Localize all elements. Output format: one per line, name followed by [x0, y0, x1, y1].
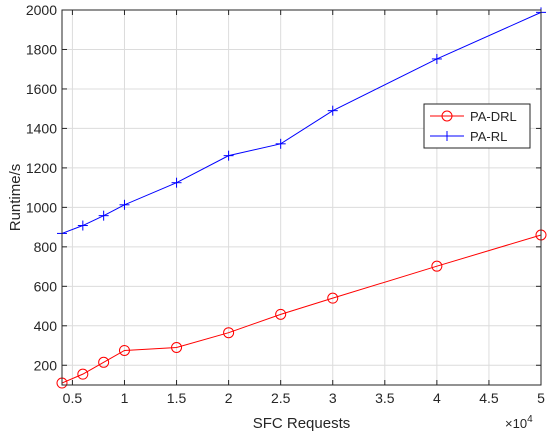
x-tick-label: 1	[121, 390, 129, 406]
x-tick-label: 2.5	[271, 390, 291, 406]
data-point-PA-RL	[223, 150, 234, 161]
x-tick-label: 3.5	[375, 390, 395, 406]
series-line-PA-DRL	[61, 234, 542, 384]
data-point-PA-DRL	[171, 342, 183, 353]
data-point-PA-DRL	[431, 260, 443, 272]
x-tick-label: 2	[225, 390, 233, 406]
grid	[62, 9, 542, 385]
axis-ticks: 0.5 1 1.5 2 2.5 3 3.5 4 4.5 5 200 400 600 800 1000 1200…	[26, 2, 545, 406]
legend-item-PA-RL: PA-RL	[430, 129, 507, 144]
legend-label: PA-DRL	[470, 109, 517, 124]
series-layer	[56, 7, 547, 389]
y-axis-label: Runtime/s	[7, 164, 24, 232]
data-point-PA-DRL	[77, 368, 89, 380]
y-tick-label: 600	[34, 278, 58, 294]
x-tick-label: 4	[433, 390, 441, 406]
y-tick-label: 1800	[26, 41, 57, 57]
x-tick-label: 1.5	[167, 390, 187, 406]
legend-marker-plus-icon	[442, 131, 452, 141]
data-point-PA-RL	[77, 220, 88, 231]
y-tick-label: 800	[34, 239, 58, 255]
legend: PA-DRL PA-RL	[423, 103, 531, 149]
x-axis-exponent: ×104	[505, 414, 533, 431]
y-tick-label: 2000	[26, 2, 57, 18]
data-point-PA-DRL	[118, 344, 130, 356]
data-point-PA-RL	[171, 177, 182, 188]
data-point-PA-DRL	[327, 292, 339, 304]
legend-item-PA-DRL: PA-DRL	[430, 109, 517, 124]
data-point-PA-DRL	[275, 308, 287, 320]
legend-label: PA-RL	[470, 129, 507, 144]
x-axis-exponent-power: 4	[527, 414, 533, 425]
x-tick-label: 4.5	[479, 390, 499, 406]
data-point-PA-RL	[431, 53, 442, 64]
data-point-PA-RL	[275, 138, 286, 149]
data-point-PA-RL	[98, 210, 109, 221]
y-tick-label: 1400	[26, 120, 57, 136]
legend-marker-circle-icon	[441, 110, 453, 122]
data-point-PA-DRL	[223, 327, 235, 339]
y-tick-label: 1600	[26, 81, 57, 97]
data-point-PA-DRL	[98, 356, 110, 368]
x-axis-label: SFC Requests	[253, 415, 351, 432]
y-tick-label: 1000	[26, 199, 57, 215]
x-tick-label: 3	[329, 390, 337, 406]
legend-box	[423, 103, 531, 149]
x-tick-label: 0.5	[63, 390, 83, 406]
y-tick-label: 200	[34, 357, 58, 373]
data-point-PA-RL	[327, 105, 338, 116]
x-axis-exponent-base: ×10	[505, 416, 527, 431]
plot-area-border	[61, 9, 542, 386]
series-line-PA-RL	[61, 11, 542, 234]
data-point-PA-RL	[119, 199, 130, 210]
y-tick-label: 1200	[26, 160, 57, 176]
x-tick-label: 5	[537, 390, 545, 406]
y-tick-label: 400	[34, 318, 58, 334]
